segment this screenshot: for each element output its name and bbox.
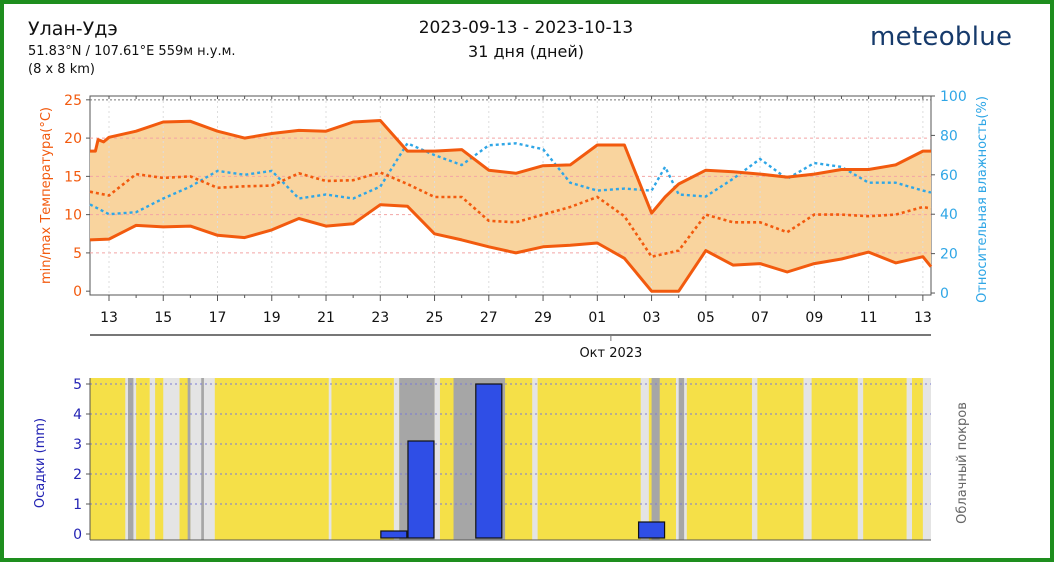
- date-tick-label: 27: [480, 310, 498, 326]
- precipitation-bar: [637, 521, 666, 539]
- date-tick-label: 25: [426, 310, 444, 326]
- humidity-tick-label: 60: [940, 168, 958, 184]
- day-count: 31 дня (дней): [468, 42, 584, 61]
- precip-tick-label: 0: [73, 527, 82, 543]
- humidity-line: [89, 141, 932, 216]
- temperature-axis-title: min/max Температура(°C): [39, 107, 54, 284]
- precip-tick-label: 4: [73, 407, 82, 423]
- date-tick-label: 03: [643, 310, 661, 326]
- precip-axis-title: Осадки (mm): [33, 418, 48, 508]
- precipitation-bar: [380, 530, 408, 539]
- grid-resolution: (8 x 8 km): [28, 62, 95, 77]
- date-tick-label: 11: [860, 310, 878, 326]
- date-tick-label: 13: [100, 310, 118, 326]
- precip-tick-label: 1: [73, 497, 82, 513]
- month-label: Окт 2023: [579, 346, 642, 361]
- cloud-cover-light-segment: [434, 378, 440, 540]
- precip-tick-label: 3: [73, 437, 82, 453]
- cloud-cover-dark-segment: [127, 378, 134, 540]
- min-temperature-line: [89, 203, 933, 293]
- date-tick-label: 13: [914, 310, 932, 326]
- date-tick-label: 19: [263, 310, 281, 326]
- date-tick-label: 07: [751, 310, 769, 326]
- precip-tick-label: 2: [73, 467, 82, 483]
- date-tick-label: 05: [697, 310, 715, 326]
- precip-tick-label: 5: [73, 377, 82, 393]
- mean-temperature-line: [89, 171, 932, 259]
- cloud-cover-light-segment: [922, 378, 931, 540]
- precipitation-bar: [475, 383, 503, 539]
- date-tick-label: 01: [588, 310, 606, 326]
- date-tick-label: 15: [154, 310, 172, 326]
- date-tick-label: 21: [317, 310, 335, 326]
- temperature-tick-label: 20: [64, 131, 82, 147]
- humidity-tick-label: 0: [940, 286, 949, 302]
- cloud-cover-light-segment: [751, 378, 758, 540]
- humidity-tick-label: 20: [940, 247, 958, 263]
- cloud-cover-light-segment: [906, 378, 913, 540]
- max-temperature-line: [90, 119, 931, 215]
- cloud-cover-light-segment: [163, 378, 180, 540]
- location-name: Улан-Удэ: [28, 18, 118, 40]
- cloud-cover-axis-title: Облачный покров: [955, 402, 970, 524]
- brand-logo: meteoblue: [870, 22, 1013, 52]
- date-tick-label: 29: [534, 310, 552, 326]
- cloud-cover-light-segment: [803, 378, 812, 540]
- temperature-tick-label: 0: [73, 284, 82, 300]
- cloud-cover-light-segment: [640, 378, 649, 540]
- cloud-cover-background: [90, 378, 931, 540]
- cloud-cover-light-segment: [393, 378, 400, 540]
- temperature-tick-label: 15: [64, 169, 82, 185]
- cloud-cover-light-segment: [149, 378, 156, 540]
- cloud-cover-dark-segment: [187, 378, 191, 540]
- humidity-tick-label: 40: [940, 207, 958, 223]
- date-tick-label: 09: [805, 310, 823, 326]
- humidity-tick-label: 100: [940, 89, 967, 105]
- temperature-tick-label: 25: [64, 93, 82, 109]
- temperature-range-band: [90, 120, 931, 292]
- cloud-cover-light-segment: [328, 378, 332, 540]
- humidity-axis-title: Относительная влажность(%): [975, 96, 990, 303]
- cloud-cover-light-segment: [857, 378, 864, 540]
- date-tick-label: 17: [209, 310, 227, 326]
- cloud-cover-dark-segment: [651, 378, 660, 540]
- temperature-tick-label: 5: [73, 246, 82, 262]
- temperature-tick-label: 10: [64, 208, 82, 224]
- precipitation-bar: [407, 440, 435, 539]
- location-coordinates: 51.83°N / 107.61°E 559м н.у.м.: [28, 44, 236, 59]
- cloud-cover-dark-segment: [678, 378, 685, 540]
- cloud-cover-dark-segment: [201, 378, 204, 540]
- date-tick-label: 23: [371, 310, 389, 326]
- date-range: 2023-09-13 - 2023-10-13: [418, 18, 634, 38]
- cloud-cover-light-segment: [532, 378, 538, 540]
- humidity-tick-label: 80: [940, 128, 958, 144]
